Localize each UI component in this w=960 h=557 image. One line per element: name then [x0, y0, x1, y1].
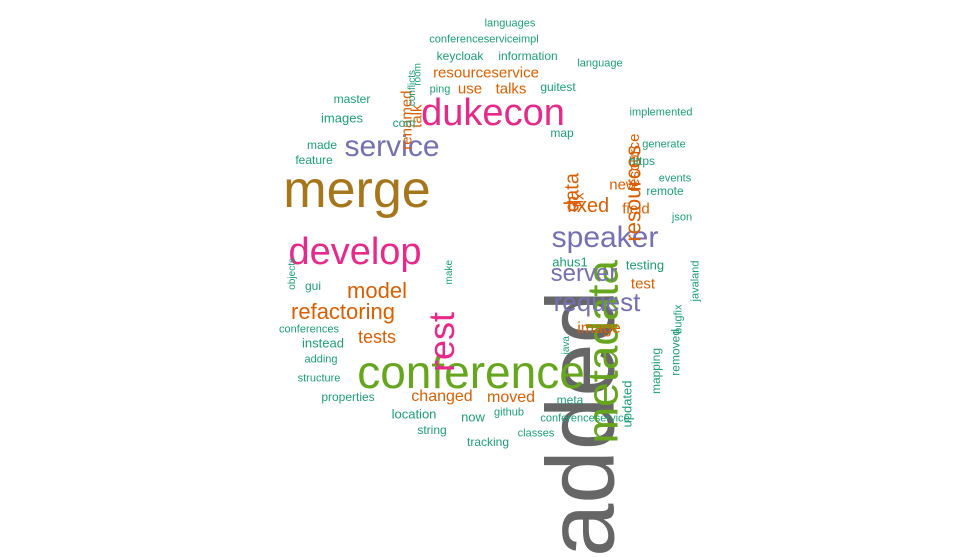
word-talks: talks [495, 80, 527, 98]
word-location: location [391, 406, 437, 422]
word-instead: instead [302, 335, 344, 351]
word-dukecon: dukecon [421, 92, 565, 134]
word-properties: properties [321, 390, 375, 404]
word-changed: changed [411, 388, 473, 405]
word-merge: merge [283, 161, 431, 219]
word-ping: ping [429, 83, 451, 96]
word-cloud: added merge conference metadata dukecon … [279, 17, 702, 557]
word-java: java [561, 336, 573, 355]
word-now: now [461, 409, 485, 425]
word-structure: structure [297, 372, 341, 385]
word-moved: moved [486, 389, 536, 406]
word-https: https [628, 154, 656, 168]
word-conferenceserviceimpl: conferenceserviceimpl [429, 33, 539, 46]
word-tests: tests [357, 327, 397, 347]
word-use: use [457, 80, 483, 98]
word-master: master [333, 92, 371, 106]
word-made: made [306, 138, 338, 152]
word-keycloak: keycloak [436, 49, 484, 63]
word-develop: develop [288, 231, 422, 273]
word-guitest: guitest [540, 80, 576, 94]
word-ahus1: ahus1 [552, 254, 588, 270]
word-mapping: mapping [649, 348, 664, 395]
word-removed: removed [668, 329, 683, 376]
word-testing: testing [625, 257, 665, 273]
word-room: room [412, 63, 424, 86]
word-github: github [494, 406, 524, 419]
word-objects: objects [286, 258, 298, 290]
word-json: json [671, 211, 693, 224]
word-service: service [344, 130, 440, 163]
word-adding: adding [304, 353, 338, 366]
word-new: new [609, 176, 637, 194]
word-map: map [550, 126, 574, 140]
word-field: field [622, 200, 650, 218]
word-speaker: speaker [551, 221, 659, 254]
word-test: test [630, 275, 656, 293]
word-request: request [553, 287, 641, 317]
word-image: image [577, 320, 621, 337]
word-server: server [550, 260, 618, 287]
word-gui: gui [304, 279, 322, 293]
word-com: com [392, 116, 416, 130]
word-fix: fix [570, 192, 588, 208]
word-tracking: tracking [466, 435, 510, 449]
word-resourceservice: resourceservice [433, 64, 539, 82]
word-make: make [444, 260, 456, 285]
word-model: model [347, 278, 407, 303]
word-feature: feature [295, 153, 333, 167]
word-remote: remote [646, 184, 684, 198]
word-conference: conference [357, 346, 585, 398]
word-conferenceservice: conferenceservice [540, 412, 630, 425]
word-string: string [417, 423, 447, 437]
word-languages: languages [484, 17, 536, 30]
word-fixed: fixed [566, 195, 610, 217]
word-javaland: javaland [689, 260, 702, 302]
word-refactoring: refactoring [291, 299, 395, 324]
word-classes: classes [517, 427, 555, 440]
word-information: information [498, 49, 558, 63]
word-implemented: implemented [629, 106, 693, 119]
word-images: images [321, 110, 363, 126]
word-rest: rest [421, 312, 463, 373]
word-language: language [577, 57, 623, 70]
word-events: events [658, 172, 692, 185]
word-conferences: conferences [279, 323, 339, 336]
word-generate: generate [642, 138, 686, 151]
word-meta: meta [556, 393, 584, 407]
